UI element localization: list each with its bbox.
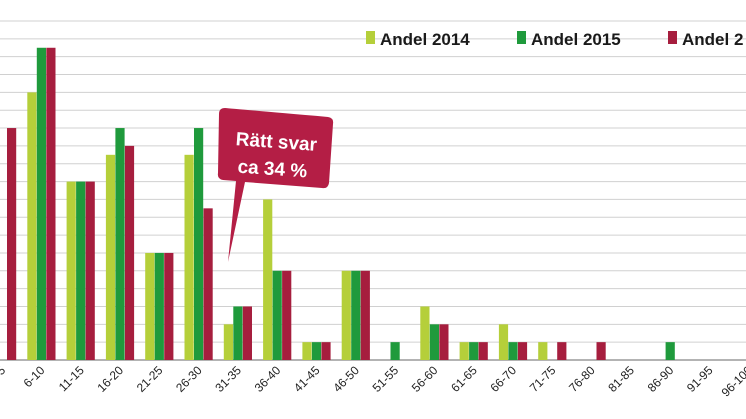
x-tick-label: 91-95 — [684, 363, 716, 395]
legend-label: Andel 2015 — [531, 30, 621, 49]
bar-11-15-andel-2 — [85, 181, 95, 360]
bar-16-20-andel-2015 — [115, 128, 125, 360]
bar-16-20-andel-2 — [124, 145, 135, 360]
legend-label: Andel 2014 — [380, 30, 470, 49]
bar-71-75-andel-2014 — [538, 342, 548, 360]
bar-51-55-andel-2015 — [390, 342, 400, 360]
bar-11-15-andel-2015 — [76, 181, 86, 360]
x-tick-label: 81-85 — [605, 363, 637, 395]
bar-86-90-andel-2015 — [665, 342, 675, 360]
x-tick-label: 11-15 — [56, 363, 87, 394]
bar-66-70-andel-2014 — [498, 324, 509, 360]
x-tick-label: 61-65 — [448, 363, 480, 395]
bar-26-30-andel-2015 — [194, 128, 204, 360]
bar-36-40-andel-2014 — [263, 199, 273, 360]
legend-swatch — [668, 31, 677, 44]
bar-61-65-andel-2015 — [469, 342, 479, 360]
bar-61-65-andel-2 — [478, 342, 488, 360]
legend-swatch — [366, 31, 375, 44]
bar-6-10-andel-2015 — [36, 47, 46, 361]
bar-41-45-andel-2015 — [311, 342, 322, 360]
bar-56-60-andel-2014 — [420, 306, 430, 360]
bar-46-50-andel-2015 — [351, 270, 361, 360]
bar-66-70-andel-2015 — [508, 342, 518, 360]
bar-36-40-andel-2015 — [272, 270, 282, 360]
bar-26-30-andel-2014 — [184, 154, 194, 360]
bar-46-50-andel-2014 — [341, 270, 351, 360]
x-tick-label: 21-25 — [134, 363, 166, 395]
bar-21-25-andel-2014 — [145, 252, 155, 360]
bar-71-75-andel-2 — [557, 342, 567, 360]
x-tick-label: 71-75 — [527, 363, 559, 395]
x-tick-label: 16-20 — [95, 363, 127, 395]
x-tick-label: 31-35 — [212, 363, 244, 395]
bars — [7, 47, 675, 361]
x-tick-label: 76-80 — [566, 363, 598, 395]
bar-21-25-andel-2015 — [154, 252, 164, 360]
bar-6-10-andel-2 — [46, 47, 56, 361]
x-tick-label: 41-45 — [291, 363, 323, 395]
callout-line-2: ca 34 % — [237, 157, 308, 183]
x-tick-label: 86-90 — [645, 363, 677, 395]
x-tick-label: 96-100 — [719, 363, 746, 400]
bar-56-60-andel-2015 — [429, 324, 439, 360]
callout-bubble — [217, 108, 334, 262]
x-tick-label: 51-55 — [370, 363, 402, 395]
legend: Andel 2014 Andel 2015 Andel 2 — [366, 30, 743, 49]
bar-16-20-andel-2014 — [105, 154, 116, 360]
bar-41-45-andel-2014 — [302, 342, 312, 360]
bar-36-40-andel-2 — [282, 270, 292, 360]
x-tick-label: 46-50 — [330, 363, 362, 395]
bar-21-25-andel-2 — [164, 252, 174, 360]
x-tick-labels: 0-5 6-10 11-15 16-20 21-25 26-30 31-35 36-40 41-… — [0, 363, 746, 400]
bar-31-35-andel-2015 — [233, 306, 243, 360]
bar-31-35-andel-2014 — [223, 324, 233, 360]
x-tick-label: 6-10 — [21, 363, 48, 390]
x-tick-label: 26-30 — [173, 363, 205, 395]
annotation-callout: Rätt svar ca 34 % — [217, 108, 334, 262]
bar-56-60-andel-2 — [439, 324, 449, 360]
bar-66-70-andel-2 — [517, 342, 528, 360]
legend-label: Andel 2 — [682, 30, 743, 49]
legend-swatch — [517, 31, 526, 44]
bar-46-50-andel-2 — [360, 270, 370, 360]
x-tick-label: 0-5 — [0, 363, 8, 385]
bar-11-15-andel-2014 — [66, 181, 76, 360]
bar-76-80-andel-2 — [596, 342, 606, 360]
bar-41-45-andel-2 — [321, 342, 331, 360]
bar-26-30-andel-2 — [203, 208, 213, 360]
bar-6-10-andel-2014 — [27, 92, 37, 361]
bar-61-65-andel-2014 — [459, 342, 469, 360]
x-tick-label: 56-60 — [409, 363, 441, 395]
bar-31-35-andel-2 — [242, 306, 252, 360]
x-tick-label: 36-40 — [252, 363, 284, 395]
x-tick-label: 66-70 — [488, 363, 520, 395]
bar-0-5-andel-2 — [7, 128, 17, 360]
